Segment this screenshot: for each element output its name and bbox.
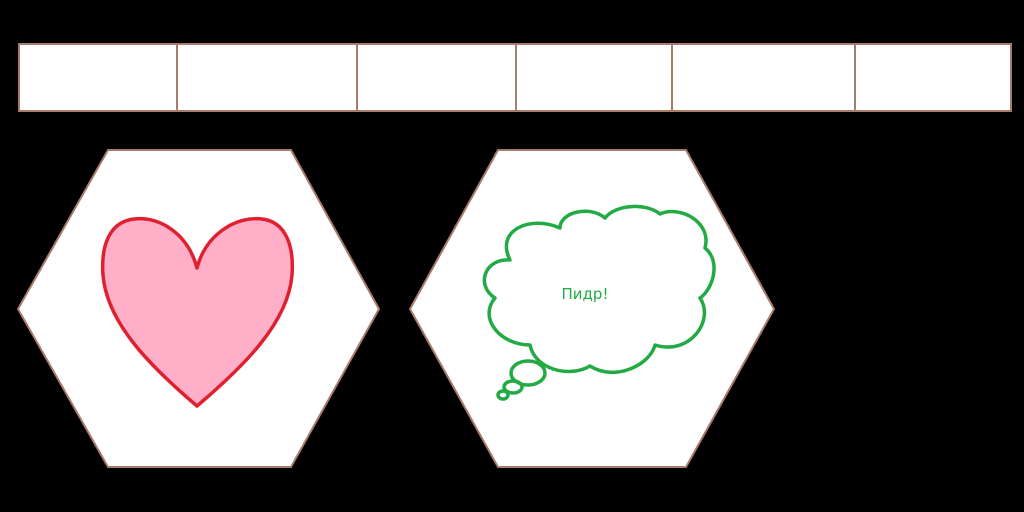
- thought-dot-medium: [502, 379, 524, 395]
- hex-tile-heart[interactable]: [16, 149, 381, 468]
- top-bar: [18, 43, 1012, 112]
- thought-dot-small: [496, 389, 510, 401]
- heart-icon: [100, 216, 295, 408]
- thought-dot-large: [509, 359, 547, 387]
- top-bar-cell[interactable]: [18, 43, 178, 112]
- thought-cloud: [482, 204, 716, 375]
- top-bar-cell[interactable]: [671, 43, 856, 112]
- top-bar-cell[interactable]: [176, 43, 358, 112]
- top-bar-cell[interactable]: [515, 43, 673, 112]
- thought-bubble-text: Пидр!: [562, 285, 609, 303]
- top-bar-cell[interactable]: [854, 43, 1012, 112]
- thought-bubble-icon: Пидр!: [482, 204, 716, 401]
- top-bar-cell[interactable]: [356, 43, 517, 112]
- hex-tile-thought[interactable]: Пидр!: [408, 149, 776, 468]
- hex-tile-background: [408, 149, 776, 468]
